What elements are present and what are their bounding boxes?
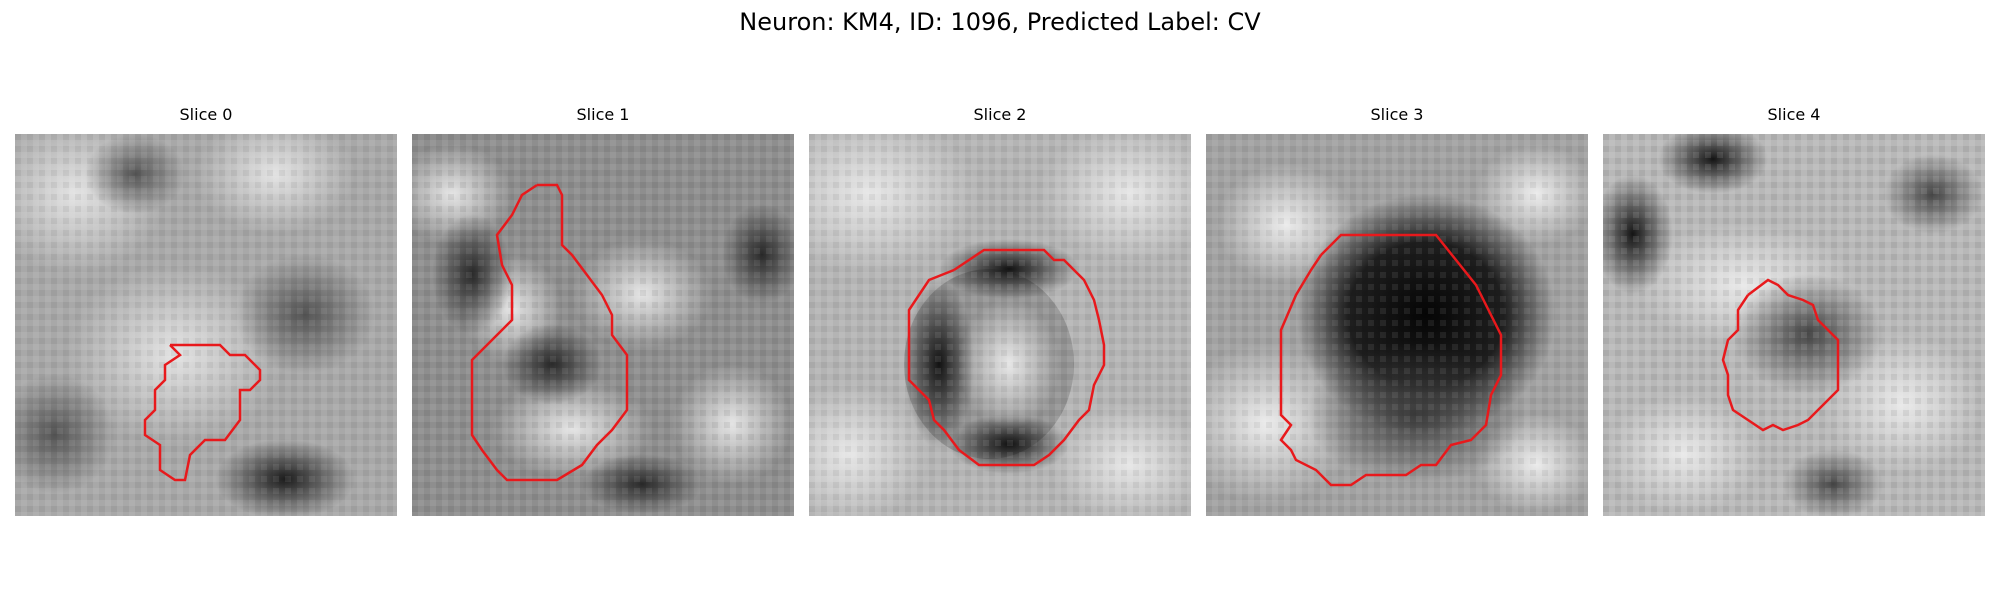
slice-panel-0: Slice 0 [15, 104, 397, 516]
slice-panel-3: Slice 3 [1206, 104, 1588, 516]
segmentation-outline-icon [143, 343, 262, 482]
slice-title-3: Slice 3 [1370, 105, 1424, 124]
segmentation-outline-icon [1721, 278, 1840, 432]
slice-image-4 [1603, 134, 1985, 516]
figure-title: Neuron: KM4, ID: 1096, Predicted Label: … [739, 8, 1261, 36]
slice-image-2 [809, 134, 1191, 516]
slice-title-0: Slice 0 [179, 105, 233, 124]
slice-image-1 [412, 134, 794, 516]
segmentation-outline-icon [1279, 233, 1503, 487]
slice-title-2: Slice 2 [973, 105, 1027, 124]
slice-title-1: Slice 1 [576, 105, 630, 124]
slice-panel-1: Slice 1 [412, 104, 794, 516]
slice-panel-2: Slice 2 [809, 104, 1191, 516]
segmentation-outline-icon [907, 248, 1106, 467]
slice-title-4: Slice 4 [1767, 105, 1821, 124]
slice-panel-4: Slice 4 [1603, 104, 1985, 516]
slice-image-3 [1206, 134, 1588, 516]
segmentation-outline-icon [470, 183, 629, 482]
slice-image-0 [15, 134, 397, 516]
